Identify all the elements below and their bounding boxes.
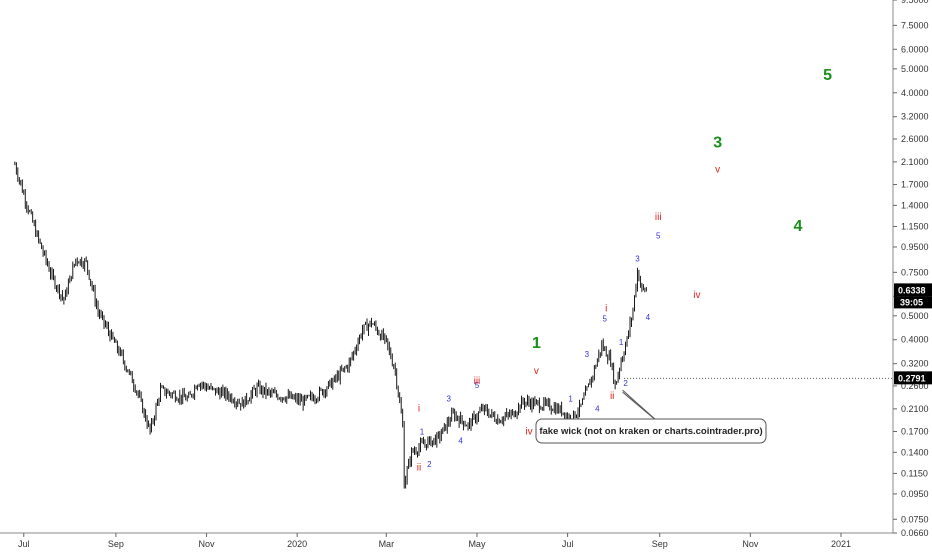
wave-label: iii xyxy=(655,212,662,223)
y-tick-label: 0.7500 xyxy=(901,267,929,277)
y-tick-label: 0.0660 xyxy=(901,528,929,538)
wave-label: 1 xyxy=(420,428,425,437)
wave-label: iii xyxy=(474,376,481,387)
y-tick-label: 1.1500 xyxy=(901,221,929,231)
y-tick-label: 1.7000 xyxy=(901,180,929,190)
wave-label: 1 xyxy=(619,338,624,347)
countdown-label: 39:05 xyxy=(900,297,923,307)
countdown-tag-bg xyxy=(894,296,932,309)
callout-box[interactable] xyxy=(535,418,767,444)
callout-pointer xyxy=(622,391,659,423)
x-tick-label: Sep xyxy=(108,539,124,549)
x-axis[interactable]: Jul Sep Nov 2020 Mar May Jul Sep Nov 2021 xyxy=(0,532,893,549)
wave-label: 5 xyxy=(823,67,832,84)
last-price-tag: 0.6338 39:05 xyxy=(894,283,932,309)
wave-label: 2 xyxy=(427,460,432,469)
candles xyxy=(14,161,647,489)
level-price-tag: 0.2791 xyxy=(894,371,932,385)
wave-label: i xyxy=(605,304,607,315)
y-tick-label: 0.9500 xyxy=(901,242,929,252)
wave-label: iv xyxy=(525,427,532,438)
y-tick-label: 0.1400 xyxy=(901,447,929,457)
wave-label: v xyxy=(534,366,539,377)
y-tick-label: 0.0750 xyxy=(901,514,929,524)
y-tick-label: 6.0000 xyxy=(901,44,929,54)
y-tick-label: 9.5000 xyxy=(901,0,929,5)
y-tick-label: 0.1700 xyxy=(901,427,929,437)
x-tick-label: Nov xyxy=(742,539,759,549)
wave-label: v xyxy=(715,165,720,176)
y-tick-label: 0.4000 xyxy=(901,335,929,345)
last-price-label: 0.6338 xyxy=(898,285,926,295)
y-tick-label: 0.2600 xyxy=(901,381,929,391)
y-tick-label: 0.0950 xyxy=(901,489,929,499)
wave-label: 5 xyxy=(603,314,608,323)
wave-label: ii xyxy=(610,391,614,402)
wave-label: 5 xyxy=(656,231,661,240)
x-tick-label: 2020 xyxy=(287,539,307,549)
wave-label: 3 xyxy=(635,254,640,263)
wave-label: 4 xyxy=(793,218,802,235)
y-tick-label: 0.3200 xyxy=(901,359,929,369)
wave-label: 3 xyxy=(585,350,590,359)
y-tick-label: 7.5000 xyxy=(901,20,929,30)
wave-label: 2 xyxy=(623,379,628,388)
y-tick-label: 1.4000 xyxy=(901,200,929,210)
y-tick-label: 0.2100 xyxy=(901,404,929,414)
wave-label: i xyxy=(418,403,420,414)
last-price-tag-bg xyxy=(894,283,932,297)
wave-label: 3 xyxy=(713,135,722,152)
wave-label: 1 xyxy=(568,394,573,403)
y-tick-label: 3.2000 xyxy=(901,112,929,122)
y-axis[interactable]: 9.5000 7.5000 6.0000 5.0000 4.0000 3.2000 2.60… xyxy=(892,0,932,538)
y-tick-label: 2.1000 xyxy=(901,157,929,167)
level-price-label: 0.2791 xyxy=(898,373,926,383)
wave-label: 5 xyxy=(475,381,480,390)
callout-text: fake wick (not on kraken or charts.coint… xyxy=(539,426,762,437)
x-tick-label: Sep xyxy=(652,539,668,549)
y-tick-label: 4.0000 xyxy=(901,88,929,98)
wave-label: ii xyxy=(417,463,421,474)
x-tick-label: Jul xyxy=(562,539,574,549)
y-tick-label: 5.0000 xyxy=(901,64,929,74)
x-tick-label: Nov xyxy=(199,539,216,549)
level-tag-bg xyxy=(894,371,932,385)
wave-label: 1 xyxy=(532,335,541,352)
y-tick-label: 2.6000 xyxy=(901,134,929,144)
wave-label: 4 xyxy=(595,404,600,413)
wave-labels: 12345iiiiiiivviiiiiiivv123451234512345 xyxy=(417,67,832,474)
x-tick-label: Mar xyxy=(379,539,395,549)
x-tick-label: Jul xyxy=(18,539,30,549)
x-tick-label: May xyxy=(468,539,486,549)
y-tick-label: 0.5000 xyxy=(901,311,929,321)
callout[interactable]: fake wick (not on kraken or charts.coint… xyxy=(535,389,767,444)
wave-label: 4 xyxy=(646,313,651,322)
wave-label: 4 xyxy=(458,437,463,446)
y-tick-label: 0.1150 xyxy=(901,468,928,478)
wave-label: iv xyxy=(693,290,700,301)
x-tick-label: 2021 xyxy=(831,539,851,549)
wave-label: 3 xyxy=(447,394,452,403)
